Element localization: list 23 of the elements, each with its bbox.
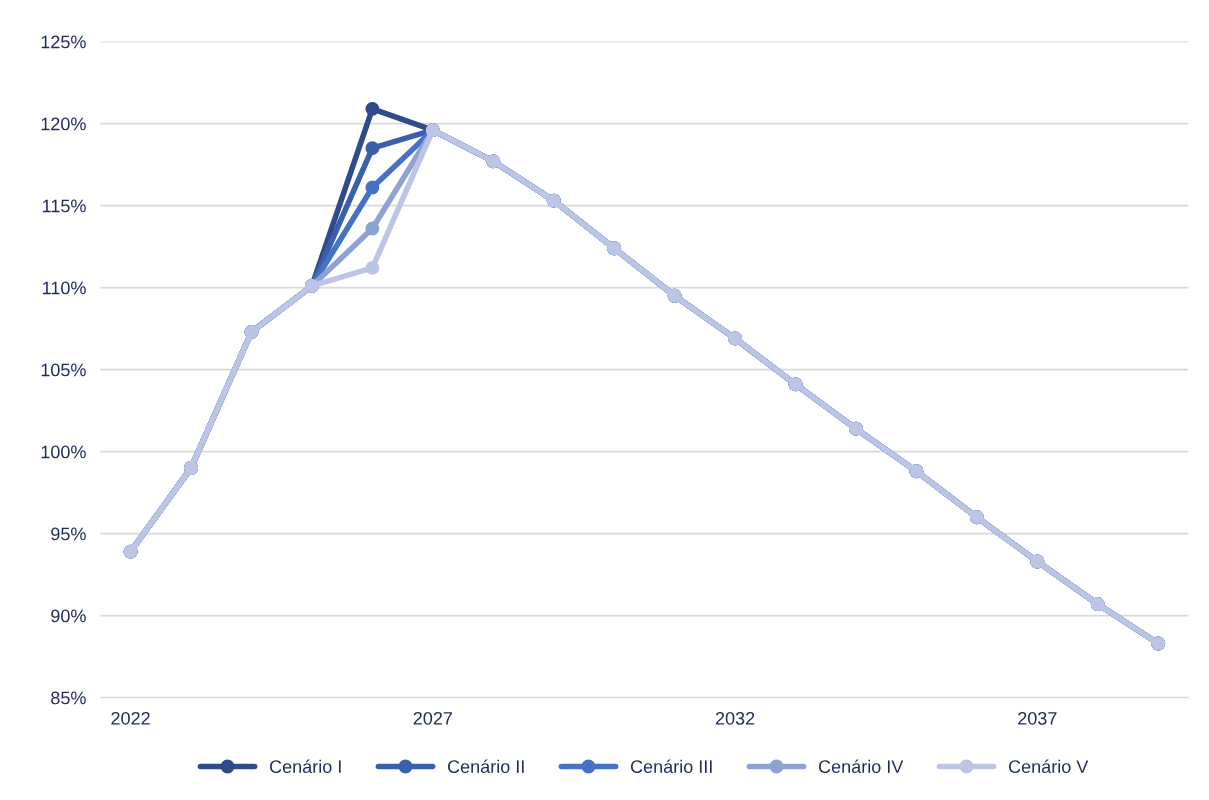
- legend-label: Cenário IV: [818, 759, 904, 774]
- y-tick-label: 90%: [51, 609, 86, 623]
- point: [365, 180, 380, 195]
- point: [365, 221, 380, 236]
- y-tick-label: 100%: [41, 445, 86, 459]
- x-tick-label: 2032: [715, 711, 755, 725]
- x-tick-label: 2022: [111, 711, 150, 725]
- legend-label: Cenário II: [447, 759, 524, 774]
- y-tick-label: 85%: [51, 691, 86, 705]
- y-tick-label: 115%: [42, 199, 86, 213]
- point: [365, 260, 380, 275]
- legend-label: Cenário V: [1008, 759, 1089, 774]
- legend-label: Cenário III: [630, 759, 712, 774]
- y-tick-label: 120%: [41, 117, 86, 131]
- point: [365, 141, 380, 156]
- y-tick-label: 110%: [42, 281, 86, 295]
- x-tick-label: 2037: [1018, 711, 1057, 725]
- y-tick-label: 105%: [41, 363, 86, 377]
- y-tick-label: 125%: [41, 35, 86, 49]
- y-tick-label: 95%: [51, 527, 86, 541]
- point: [365, 101, 380, 116]
- legend-label: Cenário I: [269, 759, 341, 774]
- x-tick-label: 2027: [413, 711, 452, 725]
